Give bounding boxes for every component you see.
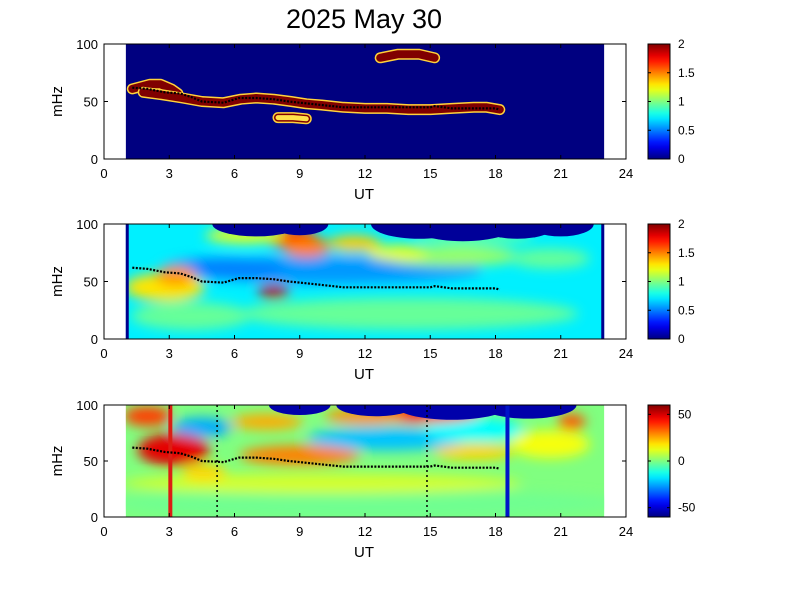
x-tick-label: 6 <box>231 524 238 539</box>
colorbar <box>647 404 671 518</box>
y-tick-label: 50 <box>84 95 98 110</box>
heatmap-patch <box>125 473 522 494</box>
colorbar-tick-label: 0 <box>678 152 685 166</box>
y-tick-label: 100 <box>76 37 98 52</box>
heatmap-patch <box>509 430 590 459</box>
heatmap-data <box>125 44 605 159</box>
edge-bar-right <box>601 224 605 339</box>
x-tick-label: 18 <box>488 166 502 181</box>
colorbar-tick-label: 0 <box>678 332 685 346</box>
x-tick-label: 0 <box>100 524 107 539</box>
x-tick-label: 3 <box>166 346 173 361</box>
y-tick-label: 0 <box>91 510 98 525</box>
y-tick-label: 0 <box>91 152 98 167</box>
x-tick-label: 6 <box>231 166 238 181</box>
colorbar-tick-label: 2 <box>678 217 685 231</box>
y-axis-label: mHz <box>49 86 66 117</box>
y-tick-label: 50 <box>84 454 98 469</box>
heatmap-data <box>125 405 605 517</box>
heatmap-patch <box>125 406 172 427</box>
x-tick-label: 3 <box>166 524 173 539</box>
x-axis-label: UT <box>354 544 374 561</box>
colorbar-tick-label: 50 <box>678 407 692 421</box>
heatmap-patch <box>557 413 586 430</box>
x-tick-label: 12 <box>358 524 372 539</box>
x-tick-label: 24 <box>619 346 633 361</box>
panel-1: 0 3 6 9 12 15 18 21 24 0 50 100 UT mHz 0 0.5 1 1.5 2 <box>49 37 695 203</box>
x-tick-label: 12 <box>358 166 372 181</box>
panel-3: 0 3 6 9 12 15 18 21 24 0 50 100 UT mHz 50 0 -50 <box>49 398 696 561</box>
panel-2: 0 3 6 9 12 15 18 21 24 0 50 100 UT mHz 0 0.5 1 1.5 2 <box>49 217 695 383</box>
x-tick-label: 15 <box>423 166 437 181</box>
heatmap-patch <box>423 417 524 442</box>
heatmap-blob <box>479 405 577 419</box>
figure-title: 2025 May 30 <box>286 4 442 34</box>
x-tick-label: 9 <box>296 524 303 539</box>
x-tick-label: 9 <box>296 346 303 361</box>
x-tick-label: 15 <box>423 524 437 539</box>
x-tick-label: 24 <box>619 166 633 181</box>
y-tick-label: 0 <box>91 332 98 347</box>
heatmap-patch <box>239 445 360 466</box>
heatmap-patch <box>231 413 304 430</box>
x-tick-label: 21 <box>554 524 568 539</box>
heatmap-patch <box>125 489 605 517</box>
x-axis-label: UT <box>354 366 374 383</box>
colorbar <box>647 43 671 160</box>
x-tick-label: 0 <box>100 166 107 181</box>
x-tick-label: 24 <box>619 524 633 539</box>
x-tick-label: 9 <box>296 166 303 181</box>
x-tick-label: 0 <box>100 346 107 361</box>
x-tick-label: 3 <box>166 166 173 181</box>
heatmap-blob <box>268 405 331 415</box>
heatmap-blob <box>527 224 594 237</box>
heatmap-patch <box>328 235 381 252</box>
x-axis-label: UT <box>354 186 374 203</box>
colorbar-tick-label: 0.5 <box>678 303 695 317</box>
heatmap-patch <box>282 237 331 257</box>
heatmap-patch <box>171 417 232 438</box>
colorbar-tick-label: 1.5 <box>678 246 695 260</box>
y-axis-label: mHz <box>49 266 66 297</box>
y-tick-label: 50 <box>84 275 98 290</box>
y-tick-label: 100 <box>76 217 98 232</box>
heatmap-blob <box>394 405 510 420</box>
x-tick-label: 6 <box>231 346 238 361</box>
x-tick-label: 18 <box>488 524 502 539</box>
colorbar-tick-label: 1.5 <box>678 66 695 80</box>
x-tick-label: 15 <box>423 346 437 361</box>
colorbar-tick-label: 1 <box>678 275 685 289</box>
heatmap-patch <box>238 297 579 330</box>
heatmap-patch <box>509 248 590 269</box>
heatmap-patch <box>433 444 514 461</box>
colorbar-tick-label: 0 <box>678 454 685 468</box>
edge-bar-left <box>125 224 129 339</box>
colorbar-tick-label: 0.5 <box>678 123 695 137</box>
colorbar-tick-label: -50 <box>678 501 696 515</box>
ridge-small <box>275 115 309 122</box>
heatmap-patch <box>182 464 227 481</box>
y-tick-label: 100 <box>76 398 98 413</box>
colorbar-tick-label: 2 <box>678 37 685 51</box>
heatmap-patch <box>155 265 196 286</box>
heatmap-patch <box>257 284 290 299</box>
ridge <box>376 50 439 62</box>
heatmap-patch <box>137 433 210 466</box>
x-tick-label: 21 <box>554 166 568 181</box>
colorbar-tick-label: 1 <box>678 95 685 109</box>
x-tick-label: 18 <box>488 346 502 361</box>
heatmap-blob <box>271 224 329 236</box>
colorbar <box>647 223 671 340</box>
heatmap-blob <box>336 405 416 417</box>
x-tick-label: 21 <box>554 346 568 361</box>
heatmap-patch <box>367 244 428 261</box>
x-tick-label: 12 <box>358 346 372 361</box>
y-axis-label: mHz <box>49 446 66 477</box>
ridge <box>128 80 182 98</box>
heatmap-patch <box>131 302 251 330</box>
